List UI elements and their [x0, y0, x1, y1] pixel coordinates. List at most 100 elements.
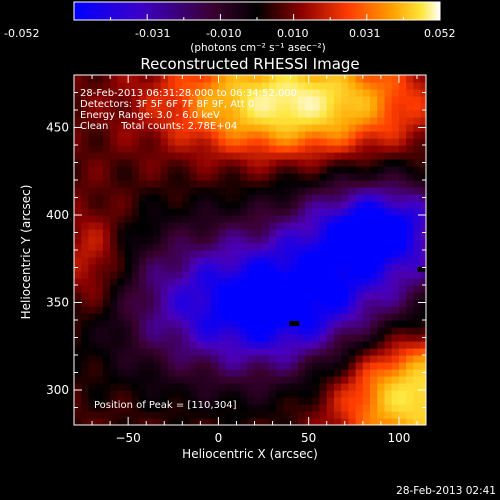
heatmap-cell: [348, 341, 357, 349]
heatmap-cell: [355, 376, 364, 384]
heatmap-cell: [362, 180, 371, 188]
heatmap-cell: [341, 117, 349, 125]
heatmap-cell: [413, 236, 422, 244]
heatmap-cell: [146, 236, 155, 244]
heatmap-cell: [175, 418, 183, 425]
heatmap-cell: [398, 215, 407, 223]
heatmap-cell: [175, 103, 183, 111]
heatmap-cell: [326, 292, 335, 300]
heatmap-cell: [377, 355, 386, 363]
heatmap-cell: [189, 243, 198, 251]
heatmap-cell: [254, 194, 263, 202]
heatmap-cell: [348, 411, 357, 419]
heatmap-cell: [254, 131, 263, 139]
heatmap-cell: [102, 278, 111, 286]
heatmap-cell: [268, 187, 277, 195]
heatmap-cell: [102, 215, 111, 223]
heatmap-cell: [283, 285, 292, 293]
heatmap-cell: [167, 173, 176, 181]
heatmap-cell: [218, 264, 227, 272]
heatmap-cell: [341, 222, 349, 230]
heatmap-cell: [196, 166, 205, 174]
heatmap-cell: [182, 355, 191, 363]
heatmap-cell: [218, 201, 227, 209]
heatmap-cell: [319, 257, 328, 265]
heatmap-cell: [391, 236, 400, 244]
heatmap-cell: [290, 250, 299, 258]
heatmap-cell: [81, 173, 90, 181]
heatmap-cell: [74, 292, 82, 300]
heatmap-cell: [384, 369, 393, 377]
heatmap-cell: [232, 82, 241, 90]
heatmap-cell: [290, 96, 299, 104]
heatmap-cell: [254, 124, 263, 132]
heatmap-cell: [138, 306, 147, 314]
heatmap-cell: [348, 320, 357, 328]
heatmap-cell: [261, 208, 270, 216]
heatmap-cell: [355, 264, 364, 272]
heatmap-cell: [211, 89, 220, 97]
heatmap-cell: [362, 89, 371, 97]
heatmap-cell: [110, 222, 118, 230]
heatmap-cell: [211, 222, 220, 230]
heatmap-cell: [203, 257, 212, 265]
heatmap-cell: [398, 264, 407, 272]
heatmap-cell: [370, 110, 378, 118]
heatmap-cell: [203, 376, 212, 384]
heatmap-cell: [218, 327, 227, 335]
heatmap-cell: [102, 271, 111, 279]
heatmap-cell: [203, 236, 212, 244]
heatmap-cell: [131, 355, 140, 363]
heatmap-cell: [305, 355, 313, 363]
heatmap-cell: [88, 306, 97, 314]
heatmap-cell: [398, 173, 407, 181]
heatmap-cell: [117, 320, 126, 328]
heatmap-cell: [160, 292, 169, 300]
heatmap-cell: [95, 75, 104, 83]
heatmap-cell: [276, 355, 284, 363]
heatmap-cell: [117, 264, 126, 272]
heatmap-cell: [240, 166, 248, 174]
heatmap-cell: [305, 82, 313, 90]
heatmap-cell: [81, 320, 90, 328]
heatmap-cell: [420, 257, 426, 265]
heatmap-cell: [110, 166, 118, 174]
heatmap-cell: [420, 411, 426, 419]
heatmap-cell: [211, 369, 220, 377]
heatmap-cell: [124, 145, 133, 153]
heatmap-cell: [196, 306, 205, 314]
heatmap-cell: [261, 355, 270, 363]
heatmap-cell: [146, 243, 155, 251]
heatmap-cell: [225, 299, 234, 307]
heatmap-cell: [341, 201, 349, 209]
heatmap-cell: [276, 89, 284, 97]
heatmap-cell: [261, 166, 270, 174]
heatmap-cell: [81, 397, 90, 405]
heatmap-cell: [95, 159, 104, 167]
heatmap-cell: [131, 383, 140, 391]
heatmap-cell: [297, 341, 306, 349]
heatmap-cell: [341, 299, 349, 307]
heatmap-cell: [211, 124, 220, 132]
heatmap-cell: [370, 89, 378, 97]
heatmap-cell: [175, 278, 183, 286]
heatmap-cell: [131, 404, 140, 412]
heatmap-cell: [283, 96, 292, 104]
heatmap-cell: [167, 404, 176, 412]
heatmap-cell: [138, 110, 147, 118]
heatmap-cell: [95, 124, 104, 132]
heatmap-cell: [211, 131, 220, 139]
heatmap-cell: [341, 138, 349, 146]
heatmap-cell: [312, 278, 321, 286]
heatmap-cell: [312, 103, 321, 111]
heatmap-cell: [117, 299, 126, 307]
heatmap-cell: [341, 383, 349, 391]
heatmap-cell: [355, 201, 364, 209]
heatmap-cell: [124, 411, 133, 419]
heatmap-cell: [398, 124, 407, 132]
heatmap-cell: [247, 355, 256, 363]
heatmap-cell: [247, 166, 256, 174]
heatmap-cell: [261, 215, 270, 223]
heatmap-cell: [189, 257, 198, 265]
heatmap-cell: [124, 383, 133, 391]
